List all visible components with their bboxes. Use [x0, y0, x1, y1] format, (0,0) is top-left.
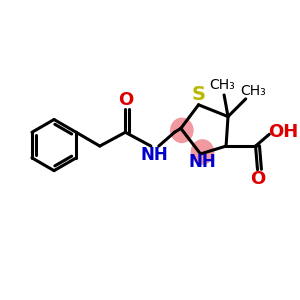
Text: CH₃: CH₃ — [209, 78, 235, 92]
Text: CH₃: CH₃ — [241, 84, 266, 98]
Text: NH: NH — [141, 146, 169, 164]
Text: S: S — [191, 85, 206, 104]
Text: O: O — [250, 169, 265, 188]
Ellipse shape — [191, 139, 214, 165]
Text: NH: NH — [189, 153, 216, 171]
Text: OH: OH — [268, 123, 298, 141]
Ellipse shape — [170, 118, 194, 143]
Text: O: O — [118, 91, 133, 109]
